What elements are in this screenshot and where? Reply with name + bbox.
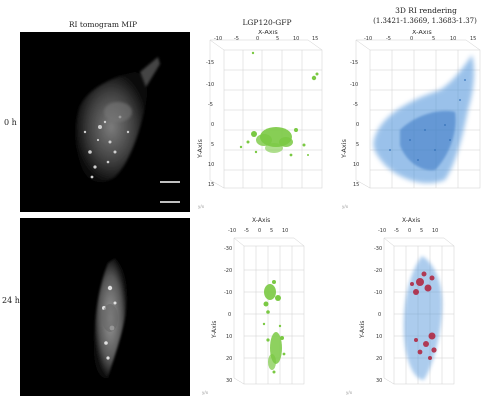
gfp24-x-axis-label: X-Axis	[252, 217, 270, 224]
gfp24-y-tick: -20	[224, 268, 232, 274]
ri0-y-axis-label: Y-Axis	[340, 138, 348, 159]
gfp24-y-tick: 0	[228, 312, 231, 318]
gfp0-x-tick: 5	[276, 36, 279, 42]
ri0-x-tick: -10	[364, 36, 372, 42]
ri-3d-render-24h: X-Axis -10 -5 0 5 10 -30 -20 -10 0 10 20…	[344, 212, 498, 398]
ri24-x-tick: 0	[408, 228, 411, 234]
ri24-x-tick: 10	[432, 228, 438, 234]
ri0-y-tick: -5	[353, 102, 358, 108]
ri-mip-24h-image	[20, 218, 190, 396]
gfp-3d-plot-24h: X-Axis -10 -5 0 5 10 -30 -20 -10 0 10 20…	[200, 212, 336, 398]
ri0-x-axis-label: X-Axis	[412, 30, 432, 36]
gfp0-y-tick: 15	[208, 182, 214, 188]
gfp24-y-tick: 20	[226, 356, 232, 362]
gfp24-y-axis-label: Y-Axis	[211, 321, 218, 339]
ri0-x-tick: 15	[470, 36, 476, 42]
ri0-y-tick: 10	[353, 162, 359, 168]
gfp24-corner-mark: y/x	[202, 390, 209, 395]
ri0-x-tick: 5	[432, 36, 435, 42]
ri0-corner-mark: y/x	[342, 204, 349, 209]
col-title-3d-ri-line2: (1.3421-1.3669, 1.3683-1.37)	[373, 17, 477, 25]
ri24-x-tick: -5	[394, 228, 399, 234]
gfp24-y-tick: 10	[226, 334, 232, 340]
gfp24-x-tick: 10	[282, 228, 288, 234]
gfp24-x-tick: 5	[270, 228, 273, 234]
gfp24-cluster	[262, 280, 286, 374]
ri0-y-tick: 5	[356, 142, 359, 148]
ri24-x-axis-label: X-Axis	[402, 217, 420, 224]
ri24-x-tick: 5	[420, 228, 423, 234]
gfp0-cluster	[239, 51, 319, 157]
ri0-x-tick: -5	[386, 36, 391, 42]
gfp0-x-tick: 0	[256, 36, 259, 42]
ri24-y-tick: 30	[376, 378, 382, 384]
ri24-y-tick: -30	[374, 246, 382, 252]
gfp0-y-axis-label: Y-Axis	[196, 138, 204, 159]
ri0-y-tick: 0	[356, 122, 359, 128]
ri0-cell-cloud	[373, 55, 475, 184]
col-title-lgp120: LGP120-GFP	[242, 18, 292, 27]
ri0-x-tick: 10	[450, 36, 456, 42]
gfp0-y-tick: 5	[211, 142, 214, 148]
gfp24-y-tick: -10	[224, 290, 232, 296]
gfp0-x-tick: 15	[312, 36, 318, 42]
col-title-3d-ri-line1: 3D RI rendering	[395, 6, 457, 15]
ri24-y-axis-label: Y-Axis	[359, 321, 366, 339]
ri24-y-tick: 0	[378, 312, 381, 318]
gfp24-x-tick: -10	[228, 228, 236, 234]
gfp0-x-tick: 10	[293, 36, 299, 42]
ri24-y-tick: -20	[374, 268, 382, 274]
ri0-y-tick: -15	[350, 60, 358, 66]
ri24-y-tick: 10	[376, 334, 382, 340]
gfp0-corner-mark: y/x	[198, 204, 205, 209]
gfp0-y-tick: -10	[206, 82, 214, 88]
gfp24-y-tick: -30	[224, 246, 232, 252]
ri-3d-render-0h: X-Axis -10 -5 0 5 10 15 -15 -10 -5 0 5 1…	[340, 28, 498, 212]
gfp-3d-plot-0h: X-Axis -10 -5 0 5 10 15 -15 -10 -5 0 5 1…	[196, 28, 336, 212]
gfp0-y-tick: -5	[208, 102, 213, 108]
gfp0-x-tick: -10	[214, 36, 222, 42]
gfp0-x-tick: -5	[234, 36, 239, 42]
gfp0-x-axis-label: X-Axis	[258, 30, 278, 36]
ri24-x-tick: -10	[378, 228, 386, 234]
gfp24-x-tick: -5	[244, 228, 249, 234]
ri-mip-0h-image	[20, 32, 190, 212]
gfp24-x-tick: 0	[258, 228, 261, 234]
gfp0-y-tick: -15	[206, 60, 214, 66]
ri0-y-tick: 15	[353, 182, 359, 188]
ri0-y-tick: -10	[350, 82, 358, 88]
gfp24-y-tick: 30	[226, 378, 232, 384]
row-label-24h: 24 h	[2, 296, 20, 305]
gfp0-y-tick: 10	[208, 162, 214, 168]
row-label-0h: 0 h	[4, 118, 17, 127]
ri24-y-tick: 20	[376, 356, 382, 362]
col-title-ri-mip: RI tomogram MIP	[68, 20, 138, 29]
gfp0-y-tick: 0	[211, 122, 214, 128]
ri24-corner-mark: y/x	[346, 390, 353, 395]
ri0-x-tick: 0	[410, 36, 413, 42]
ri24-y-tick: -10	[374, 290, 382, 296]
ri24-red-organelles	[410, 271, 437, 360]
